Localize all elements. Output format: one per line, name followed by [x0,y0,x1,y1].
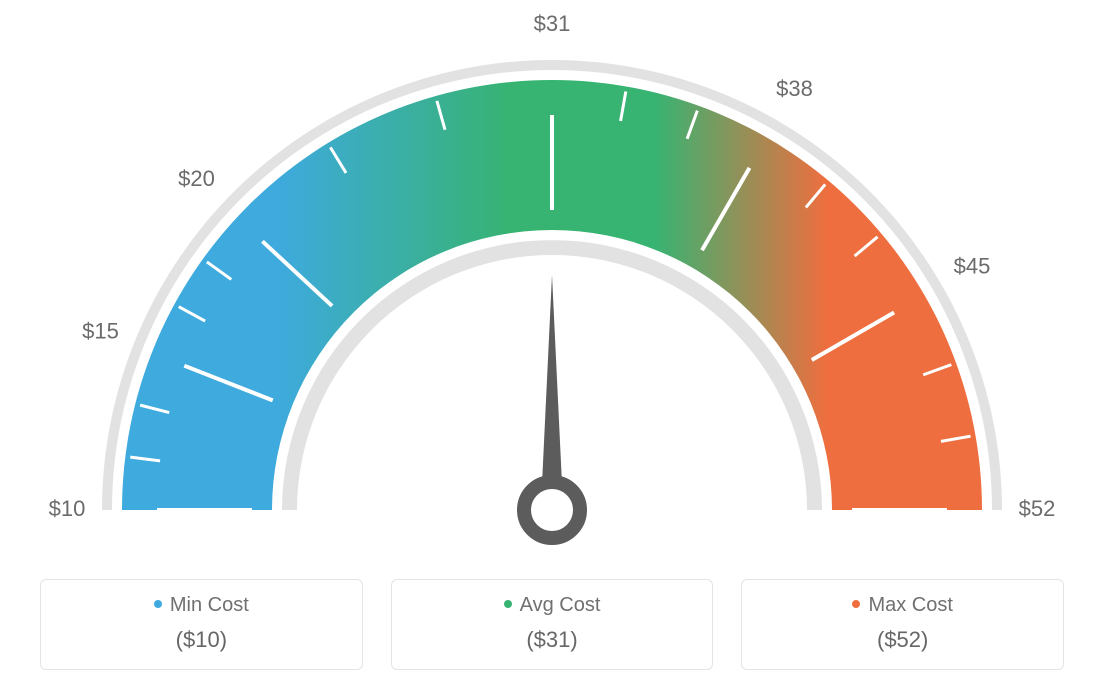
card-avg-cost: Avg Cost ($31) [391,579,714,670]
card-avg-value: ($31) [402,627,703,653]
gauge-svg: $10 $15 $20 $31 $38 $45 $52 [0,0,1104,560]
gauge-tick-label: $31 [534,11,571,36]
gauge-tick-label: $38 [776,76,813,101]
card-max-title: Max Cost [752,594,1053,617]
gauge-needle [542,275,562,484]
card-min-label: Min Cost [170,594,249,616]
legend-row: Min Cost ($10) Avg Cost ($31) Max Cost (… [40,579,1064,670]
card-avg-title: Avg Cost [402,594,703,617]
dot-avg-icon [504,600,512,608]
card-max-label: Max Cost [868,594,952,616]
gauge-tick-label: $15 [82,319,119,344]
gauge-tick-label: $52 [1019,496,1056,521]
dot-min-icon [154,600,162,608]
gauge-tick-label: $10 [49,496,86,521]
card-min-value: ($10) [51,627,352,653]
cost-gauge-widget: { "gauge": { "type": "gauge", "min_value… [0,0,1104,690]
dot-max-icon [852,600,860,608]
gauge-tick-label: $20 [178,166,215,191]
gauge-hub-icon [524,482,580,538]
card-avg-label: Avg Cost [520,594,601,616]
gauge-chart: $10 $15 $20 $31 $38 $45 $52 [0,0,1104,560]
card-max-cost: Max Cost ($52) [741,579,1064,670]
card-max-value: ($52) [752,627,1053,653]
card-min-cost: Min Cost ($10) [40,579,363,670]
gauge-tick-label: $45 [954,253,991,278]
card-min-title: Min Cost [51,594,352,617]
